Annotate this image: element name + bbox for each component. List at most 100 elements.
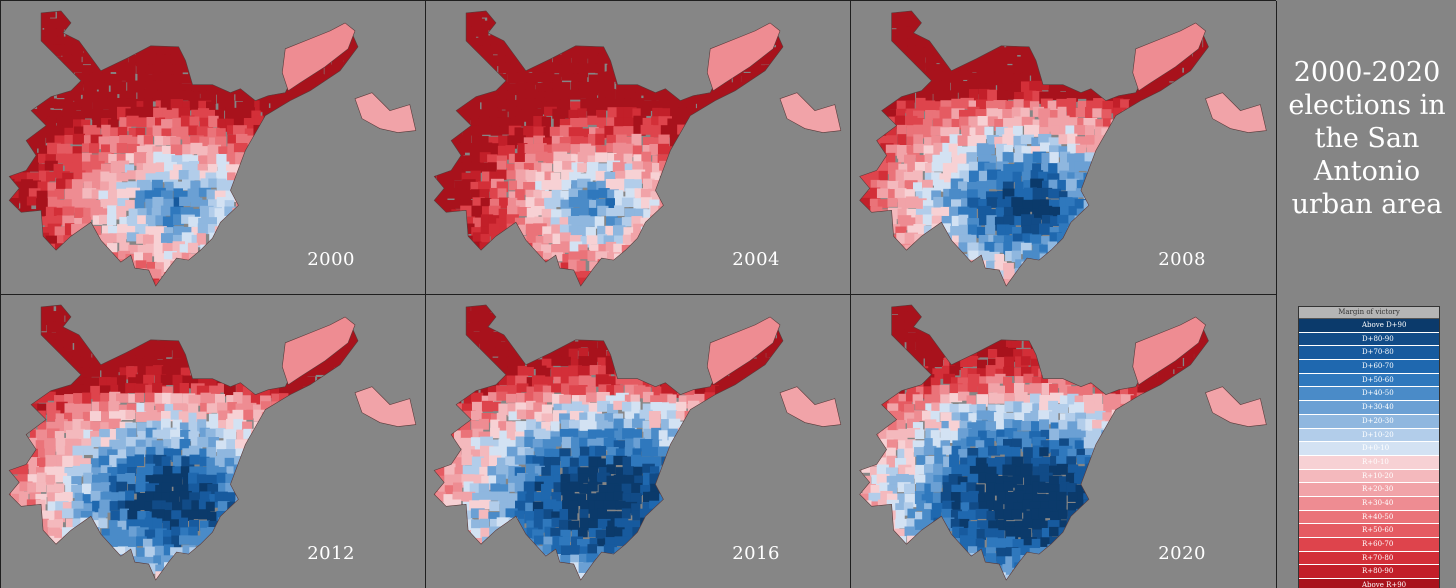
precinct	[756, 190, 769, 200]
precinct	[118, 304, 131, 308]
precinct	[216, 178, 227, 192]
precinct	[720, 90, 731, 103]
precinct	[152, 146, 166, 158]
precinct	[1147, 234, 1160, 245]
precinct	[765, 64, 776, 76]
precinct	[251, 38, 264, 50]
precinct	[371, 65, 383, 76]
precinct	[534, 91, 546, 102]
precinct	[227, 320, 241, 332]
precinct	[523, 252, 534, 265]
precinct	[144, 190, 158, 201]
precinct	[525, 197, 536, 210]
precinct	[544, 10, 557, 14]
precinct	[767, 71, 782, 83]
precinct	[801, 46, 814, 59]
precinct	[1184, 163, 1199, 177]
precinct	[100, 109, 113, 122]
map-panel-2004: 2004	[426, 1, 851, 295]
precinct	[98, 254, 112, 266]
precinct	[859, 178, 862, 188]
precinct	[367, 17, 379, 29]
precinct	[869, 98, 882, 109]
precinct	[559, 118, 572, 129]
precinct	[434, 90, 440, 100]
precinct	[1004, 17, 1017, 28]
precinct	[350, 234, 359, 245]
precinct	[903, 171, 915, 182]
precinct	[649, 290, 661, 294]
precinct	[1068, 10, 1080, 23]
precinct	[801, 253, 813, 264]
precinct	[1163, 11, 1175, 21]
precinct	[939, 173, 952, 185]
precinct	[738, 144, 749, 155]
precinct	[125, 383, 137, 394]
precinct	[695, 216, 708, 230]
precinct	[98, 82, 109, 97]
precinct	[146, 10, 160, 25]
precinct	[722, 191, 735, 205]
precinct	[295, 321, 305, 333]
precinct	[304, 10, 318, 21]
precinct	[36, 242, 47, 255]
precinct	[109, 320, 122, 331]
precinct	[586, 162, 599, 175]
precinct	[1193, 115, 1207, 128]
precinct	[9, 366, 23, 378]
map-panel-2012: 2012	[1, 295, 426, 588]
precinct	[146, 420, 157, 431]
precinct	[333, 356, 345, 368]
precinct	[622, 261, 635, 272]
precinct	[741, 289, 753, 294]
precinct	[1139, 155, 1150, 165]
precinct	[82, 53, 93, 65]
precinct	[1056, 98, 1069, 109]
precinct	[516, 262, 529, 275]
precinct	[216, 65, 229, 79]
precinct	[489, 117, 502, 128]
precinct	[233, 125, 247, 137]
precinct	[505, 99, 518, 112]
precinct	[269, 47, 281, 61]
precinct	[268, 421, 283, 435]
precinct	[877, 253, 892, 265]
precinct	[968, 161, 980, 176]
precinct	[596, 26, 607, 37]
precinct	[134, 304, 149, 315]
precinct	[299, 128, 309, 141]
precinct	[455, 54, 468, 69]
precinct	[986, 108, 999, 118]
precinct	[280, 115, 292, 129]
precinct	[478, 92, 492, 103]
precinct	[1068, 53, 1080, 64]
precinct	[205, 73, 218, 87]
precinct	[931, 215, 943, 228]
precinct	[975, 278, 990, 287]
precinct	[10, 413, 23, 425]
precinct	[732, 279, 746, 287]
precinct	[1218, 191, 1230, 203]
precinct	[99, 270, 114, 282]
precinct	[712, 172, 723, 184]
precinct	[488, 243, 498, 258]
precinct	[307, 410, 321, 420]
precinct	[787, 278, 799, 290]
precinct	[260, 268, 274, 280]
precinct	[775, 234, 784, 247]
precinct	[766, 128, 778, 142]
precinct	[370, 190, 383, 199]
precinct	[462, 241, 476, 252]
precinct	[868, 10, 882, 21]
precinct	[1040, 56, 1052, 68]
precinct	[1110, 119, 1122, 129]
precinct	[180, 429, 191, 440]
precinct	[101, 20, 115, 32]
precinct	[252, 179, 264, 192]
precinct	[747, 134, 758, 148]
precinct	[1120, 54, 1134, 66]
precinct	[868, 1, 881, 10]
precinct	[9, 80, 10, 95]
precinct	[924, 278, 937, 287]
precinct	[435, 253, 449, 265]
